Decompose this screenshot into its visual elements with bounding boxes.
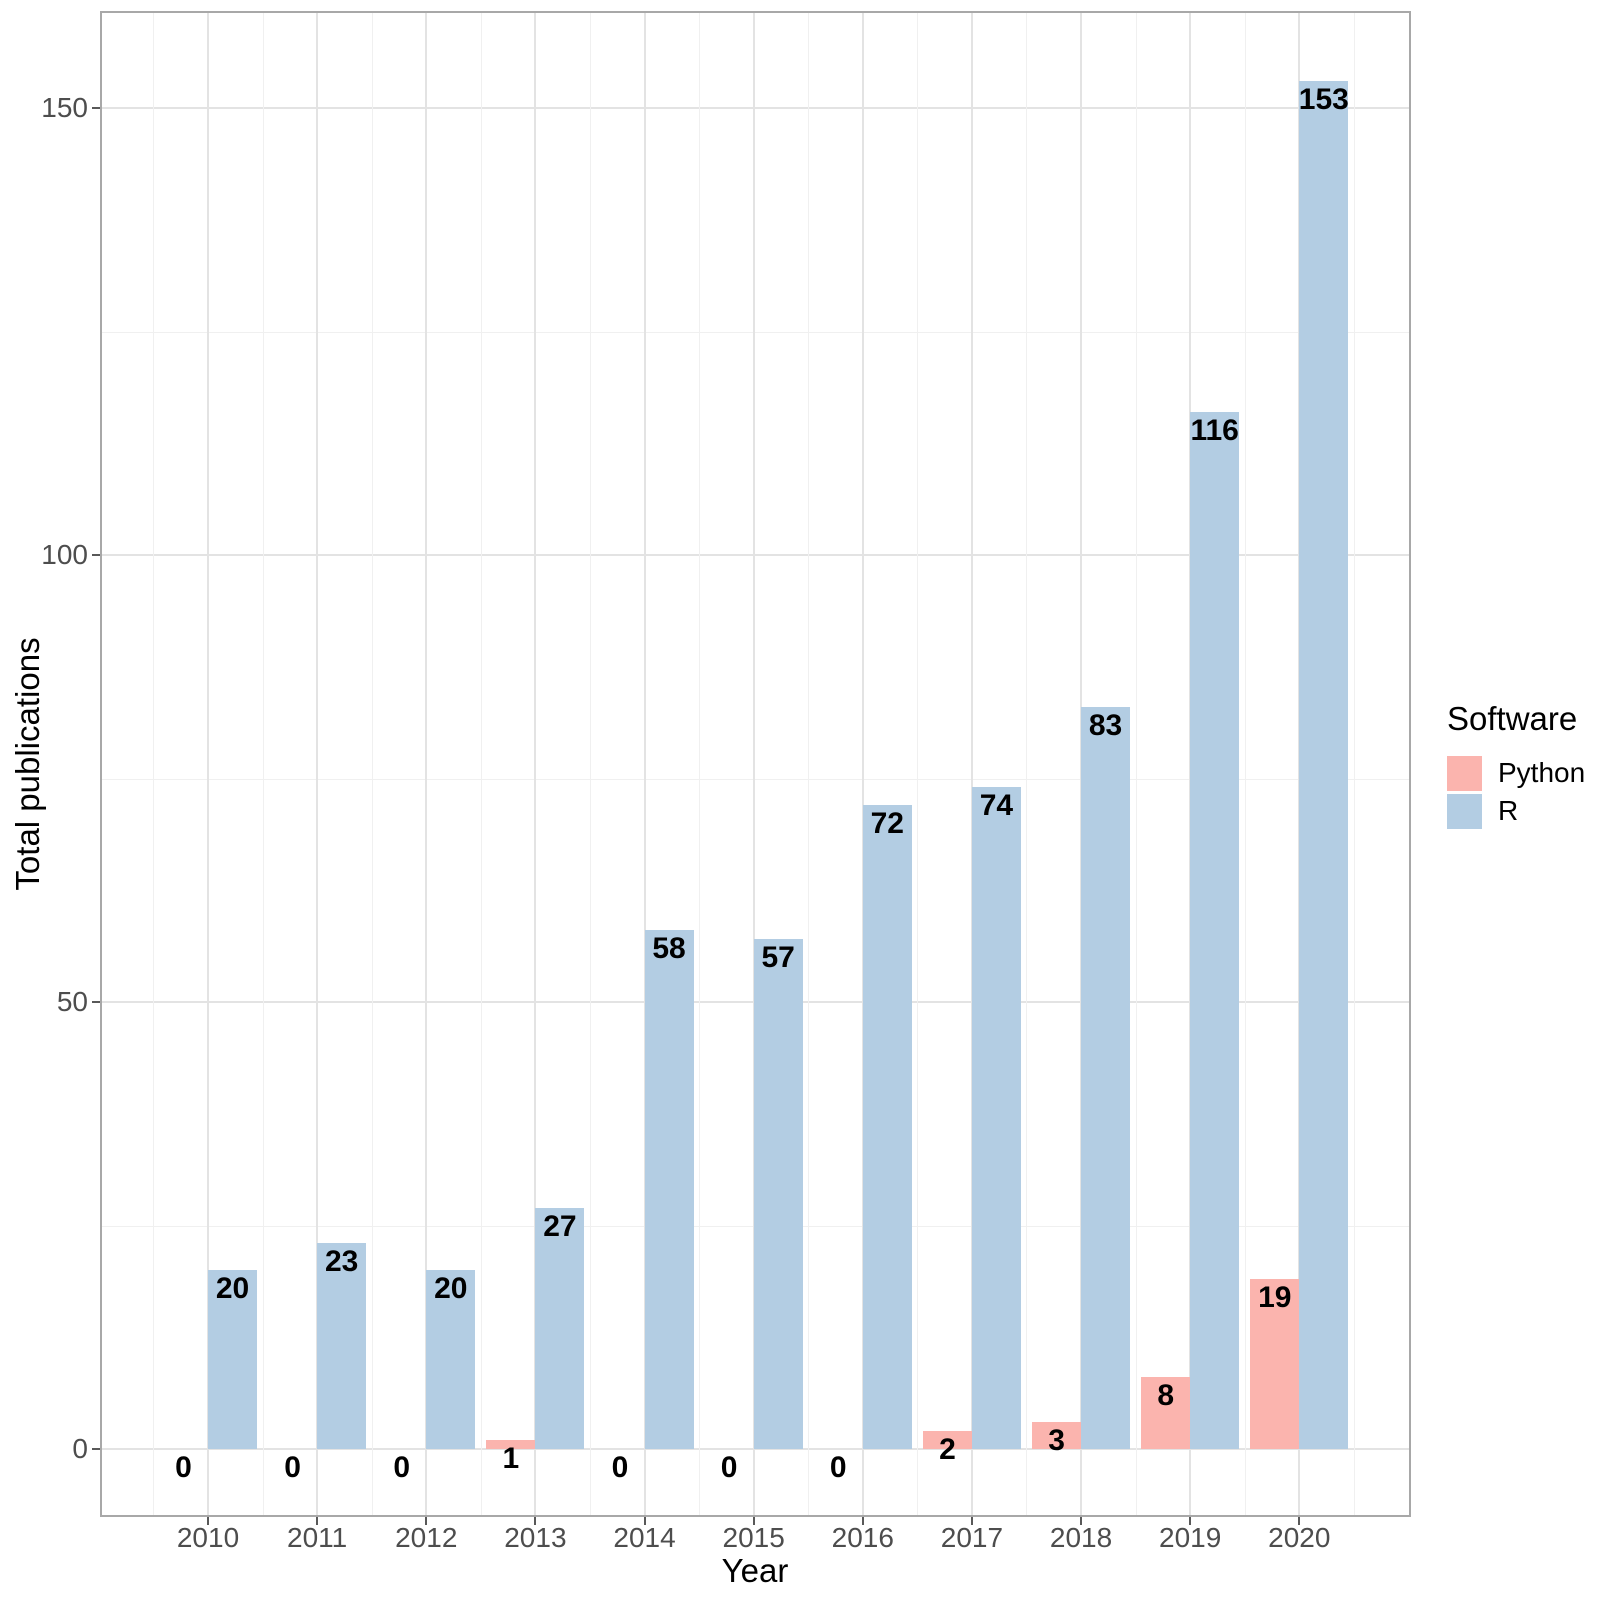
y-tick-label-50: 50	[56, 986, 88, 1017]
x-tick-mark-2012	[425, 1517, 428, 1525]
gridline-x-minor-1	[262, 11, 264, 1517]
x-tick-label-2010: 2010	[176, 1522, 240, 1553]
bar-r-2017	[971, 787, 1021, 1449]
bar-label-python-2018: 3	[1048, 1424, 1065, 1458]
bar-r-2013	[535, 1207, 585, 1449]
x-tick-mark-2019	[1189, 1517, 1192, 1525]
x-tick-label-2017: 2017	[940, 1522, 1004, 1553]
bar-label-python-2016: 0	[829, 1451, 847, 1484]
bar-label-r-2013: 27	[543, 1209, 577, 1243]
bar-python-2018	[1032, 1422, 1082, 1449]
x-tick-label-2014: 2014	[613, 1522, 676, 1553]
bar-label-python-2011: 0	[284, 1451, 301, 1484]
x-tick-mark-2016	[861, 1517, 864, 1525]
legend-item-python: Python	[1447, 754, 1585, 792]
legend: Software Python R	[1447, 700, 1585, 830]
x-tick-label-2015: 2015	[722, 1522, 785, 1553]
bar-label-r-2012: 20	[434, 1272, 468, 1306]
gridline-x-minor-2	[371, 11, 373, 1517]
legend-label-r: R	[1498, 795, 1519, 826]
bar-python-2019	[1141, 1377, 1191, 1449]
bar-label-r-2014: 58	[652, 932, 686, 966]
x-tick-label-2012: 2012	[395, 1522, 458, 1553]
x-tick-mark-2010	[207, 1517, 209, 1525]
bar-r-2010	[208, 1270, 257, 1449]
gridline-x-minor-11	[1353, 11, 1355, 1517]
bar-label-python-2012: 0	[393, 1451, 411, 1484]
bar-label-r-2010: 20	[215, 1272, 250, 1306]
gridline-x-minor-6	[808, 11, 810, 1517]
y-tick-label-0: 0	[72, 1433, 88, 1464]
gridline-x-minor-8	[1026, 11, 1028, 1517]
bar-label-r-2011: 23	[324, 1245, 359, 1279]
gridline-x-minor-10	[1244, 11, 1246, 1517]
bar-r-2011	[317, 1243, 367, 1449]
x-tick-label-2020: 2020	[1268, 1522, 1331, 1553]
bar-label-python-2015: 0	[720, 1451, 738, 1484]
bar-python-2017	[922, 1431, 972, 1449]
bar-r-2016	[862, 805, 912, 1449]
y-tick-label-150: 150	[41, 92, 88, 123]
y-tick-mark-0	[92, 1448, 100, 1450]
x-tick-mark-2014	[643, 1517, 646, 1525]
gridline-y-major-150	[100, 107, 1411, 109]
x-tick-mark-2011	[316, 1517, 319, 1525]
bar-r-2018	[1081, 706, 1131, 1449]
bar-r-2020	[1299, 81, 1349, 1449]
bar-r-2019	[1190, 411, 1240, 1449]
bar-r-2012	[426, 1270, 476, 1449]
bar-label-r-2020: 153	[1298, 83, 1349, 117]
y-tick-mark-150	[92, 107, 100, 109]
y-axis-title: Total publications	[9, 637, 46, 891]
bar-python-2020	[1250, 1279, 1300, 1449]
x-tick-label-2019: 2019	[1159, 1522, 1222, 1553]
bar-python-2013	[486, 1440, 536, 1449]
bar-label-r-2018: 83	[1088, 708, 1123, 742]
x-tick-label-2016: 2016	[831, 1522, 894, 1553]
x-tick-label-2013: 2013	[504, 1522, 567, 1553]
x-tick-mark-2013	[534, 1517, 537, 1525]
bar-label-python-2017: 2	[939, 1433, 956, 1467]
gridline-y-minor-125	[100, 331, 1411, 333]
y-tick-mark-50	[92, 1001, 100, 1003]
bar-label-python-2019: 8	[1157, 1379, 1174, 1413]
legend-swatch-r	[1447, 793, 1482, 829]
x-tick-label-2011: 2011	[287, 1522, 348, 1553]
bar-label-r-2016: 72	[870, 807, 904, 841]
x-tick-label-2018: 2018	[1049, 1522, 1113, 1553]
gridline-x-minor-4	[589, 11, 591, 1517]
gridline-x-minor-3	[480, 11, 482, 1517]
x-tick-mark-2015	[752, 1517, 755, 1525]
bar-label-python-2014: 0	[611, 1451, 629, 1484]
gridline-x-minor-7	[917, 11, 919, 1517]
x-tick-mark-2017	[970, 1517, 973, 1525]
bar-label-r-2019: 116	[1190, 413, 1239, 447]
bar-label-python-2013: 1	[502, 1442, 520, 1476]
bar-label-r-2015: 57	[761, 941, 795, 975]
gridline-x-minor-0	[153, 11, 155, 1517]
bar-r-2015	[753, 939, 803, 1449]
bar-label-python-2010: 0	[175, 1451, 192, 1484]
bar-label-r-2017: 74	[979, 789, 1014, 823]
x-axis-title: Year	[721, 1552, 789, 1589]
x-tick-mark-2018	[1080, 1517, 1083, 1525]
y-tick-mark-100	[92, 554, 100, 556]
gridline-x-minor-9	[1135, 11, 1137, 1517]
legend-swatch-python	[1447, 755, 1482, 791]
gridline-x-minor-5	[699, 11, 701, 1517]
bar-r-2014	[644, 930, 694, 1449]
legend-item-r: R	[1447, 792, 1585, 830]
bar-label-python-2020: 19	[1258, 1281, 1292, 1315]
y-tick-label-100: 100	[41, 539, 88, 570]
legend-label-python: Python	[1498, 757, 1586, 788]
legend-title: Software	[1447, 700, 1578, 737]
x-tick-mark-2020	[1298, 1517, 1301, 1525]
